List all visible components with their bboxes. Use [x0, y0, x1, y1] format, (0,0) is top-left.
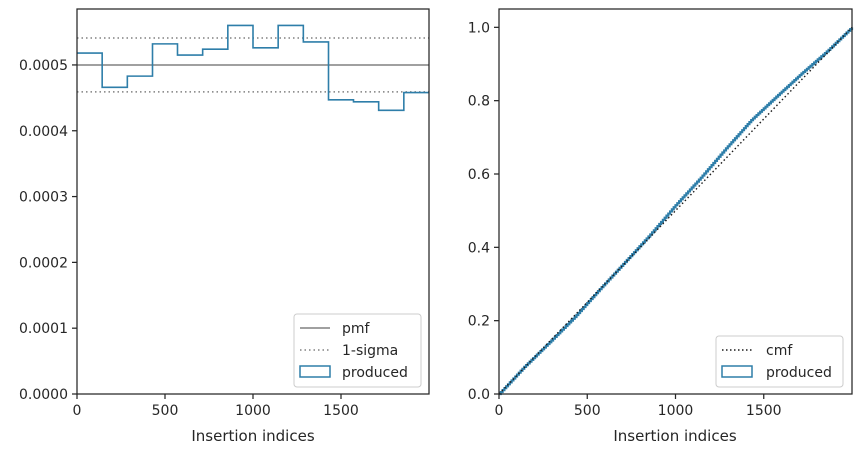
r-x-tick-label: 500 — [574, 403, 601, 419]
left-legend: pmf 1-sigma produced — [293, 313, 422, 388]
l-y-tick-label: 0.0003 — [19, 190, 68, 206]
l-x-tick-label: 1000 — [235, 403, 271, 419]
left-legend-box — [293, 313, 422, 388]
r-y-tick-label: 0.4 — [468, 240, 490, 256]
left-x-ticks: 0 500 1000 1500 — [73, 394, 359, 419]
right-legend-box — [715, 335, 844, 388]
l-x-tick-label: 500 — [152, 403, 179, 419]
r-y-tick-label: 0.6 — [468, 167, 490, 183]
l-y-tick-label: 0.0005 — [19, 58, 68, 74]
r-y-tick-label: 0.8 — [468, 94, 490, 110]
l-y-tick-label: 0.0001 — [19, 321, 68, 337]
left-legend-pmf-label: pmf — [342, 321, 371, 337]
produced-cumulative-step — [499, 27, 854, 396]
l-y-tick-label: 0.0004 — [19, 124, 68, 140]
produced-histogram-step — [77, 24, 429, 112]
left-legend-produced-label: produced — [342, 365, 408, 381]
cmf-line — [498, 26, 853, 395]
right-legend-produced-swatch — [721, 365, 753, 378]
r-y-tick-label: 0.2 — [468, 314, 490, 330]
l-y-tick-label: 0.0002 — [19, 255, 68, 271]
r-x-tick-label: 1000 — [658, 403, 694, 419]
left-y-ticks: 0.0000 0.0001 0.0002 0.0003 0.0004 0.0005 — [19, 58, 77, 403]
l-y-tick-label: 0.0000 — [19, 387, 68, 403]
right-chart: 0 500 1000 1500 0.0 0.2 0.4 0.6 0.8 1.0 Insertio… — [468, 8, 854, 445]
right-plot-area — [498, 26, 854, 396]
left-legend-produced-swatch — [299, 365, 331, 378]
r-x-tick-label: 1500 — [746, 403, 782, 419]
right-y-ticks: 0.0 0.2 0.4 0.6 0.8 1.0 — [468, 20, 499, 403]
left-x-axis-label: Insertion indices — [191, 427, 314, 445]
right-legend-produced-label: produced — [766, 365, 832, 381]
right-legend: cmf produced — [715, 335, 844, 388]
left-legend-sigma-label: 1-sigma — [342, 343, 398, 359]
r-x-tick-label: 0 — [495, 403, 504, 419]
left-plot-area — [77, 24, 429, 112]
left-chart: 0 500 1000 1500 0.00000.00010.00020.00030.0… — [19, 8, 430, 445]
right-x-axis-label: Insertion indices — [613, 427, 736, 445]
r-y-tick-label: 0.0 — [468, 387, 490, 403]
right-x-ticks: 0 500 1000 1500 — [495, 394, 782, 419]
r-y-tick-label: 1.0 — [468, 20, 490, 36]
l-x-tick-label: 1500 — [323, 403, 359, 419]
right-legend-cmf-label: cmf — [766, 343, 793, 359]
l-x-tick-label: 0 — [73, 403, 82, 419]
